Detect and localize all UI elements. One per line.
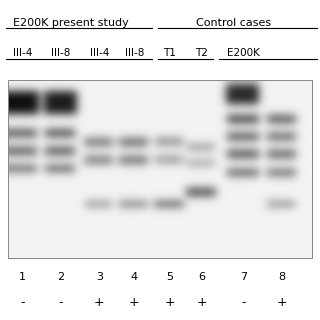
Text: 2: 2 bbox=[57, 272, 64, 282]
Text: -: - bbox=[241, 296, 245, 309]
Text: Control cases: Control cases bbox=[196, 18, 271, 28]
Text: T1: T1 bbox=[163, 48, 176, 58]
Text: 3: 3 bbox=[96, 272, 103, 282]
Text: III-8: III-8 bbox=[125, 48, 144, 58]
Text: -: - bbox=[59, 296, 63, 309]
Text: 6: 6 bbox=[198, 272, 205, 282]
Text: +: + bbox=[196, 296, 207, 309]
Text: III-8: III-8 bbox=[51, 48, 70, 58]
Text: 7: 7 bbox=[240, 272, 247, 282]
Text: III-4: III-4 bbox=[13, 48, 32, 58]
Text: 4: 4 bbox=[131, 272, 138, 282]
Text: III-4: III-4 bbox=[90, 48, 109, 58]
Bar bbox=[8, 80, 312, 258]
Text: +: + bbox=[164, 296, 175, 309]
Text: -: - bbox=[20, 296, 25, 309]
Text: +: + bbox=[94, 296, 105, 309]
Text: E200K present study: E200K present study bbox=[12, 18, 128, 28]
Text: +: + bbox=[276, 296, 287, 309]
Bar bbox=[8, 80, 312, 258]
Text: T2: T2 bbox=[195, 48, 208, 58]
Text: 5: 5 bbox=[166, 272, 173, 282]
Text: 1: 1 bbox=[19, 272, 26, 282]
Text: 8: 8 bbox=[278, 272, 285, 282]
Text: E200K: E200K bbox=[227, 48, 260, 58]
Text: +: + bbox=[129, 296, 140, 309]
